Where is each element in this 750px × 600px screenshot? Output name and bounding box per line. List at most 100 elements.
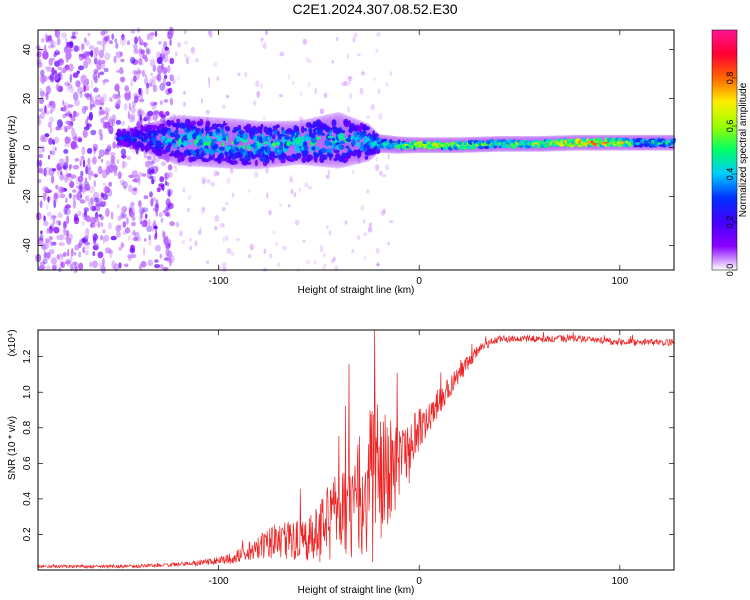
spectrogram-cell	[210, 142, 217, 146]
spectrogram-cell	[124, 85, 130, 92]
spectrogram-cell	[206, 260, 210, 264]
spectrogram-cell	[64, 136, 71, 144]
spectrogram-cell	[110, 235, 117, 241]
spectrogram-cell	[122, 213, 127, 219]
spectrogram-cell	[40, 134, 46, 143]
spectrogram-cell	[108, 222, 112, 230]
spectrogram-cell	[162, 67, 168, 75]
spectrogram-cell	[74, 99, 80, 107]
spectrogram-cell	[292, 80, 295, 85]
spectrogram-cell	[143, 151, 148, 159]
spectrogram-cell	[304, 136, 310, 141]
spectrogram-cell	[102, 44, 105, 52]
spectrogram-cell	[373, 133, 379, 138]
spectrogram-cell	[44, 105, 47, 114]
spectrogram-cell	[38, 240, 44, 247]
y-tick-label: 40	[22, 44, 33, 56]
spectrogram-cell	[72, 164, 80, 170]
y-tick-label: 0.6	[22, 456, 33, 470]
spectrogram-cell	[177, 156, 182, 163]
spectrogram-cell	[53, 72, 60, 81]
spectrogram-cell	[329, 131, 332, 137]
spectrogram-cell	[120, 76, 126, 83]
spectrogram-cell	[166, 81, 170, 85]
spectrogram-cell	[80, 170, 84, 177]
spectrogram-cell	[204, 158, 210, 163]
spectrogram-cell	[304, 182, 309, 188]
spectrogram-cell	[314, 152, 320, 158]
spectrogram-cell	[298, 187, 301, 192]
spectrogram-cell	[104, 106, 109, 116]
spectrogram-cell	[70, 39, 74, 49]
spectrogram-cell	[361, 131, 367, 134]
spectrogram-cell	[100, 235, 103, 241]
spectrogram-cell	[94, 75, 98, 84]
spectrogram-cell	[102, 201, 107, 206]
spectrogram-cell	[354, 32, 358, 38]
spectrogram-cell	[64, 236, 68, 240]
spectrogram-cell	[48, 58, 53, 66]
spectrogram-cell	[88, 111, 93, 121]
spectrogram-cell	[55, 49, 59, 54]
spectrogram-cell	[166, 119, 172, 126]
spectrogram-cell	[360, 205, 365, 211]
spectrogram-cell	[215, 128, 221, 133]
spectrogram-cell	[58, 221, 61, 226]
spectrogram-cell	[375, 48, 379, 54]
spectrogram-cell	[104, 247, 112, 254]
spectrogram-cell	[543, 143, 549, 148]
spectrogram-cell	[141, 222, 146, 228]
spectrogram-cell	[262, 116, 267, 120]
spectrogram-cell	[121, 70, 125, 75]
spectrogram-cell	[190, 156, 197, 162]
spectrogram-cell	[65, 155, 69, 164]
spectrogram-cell	[120, 148, 127, 156]
spectrogram-cell	[335, 36, 339, 42]
spectrogram-cell	[63, 149, 69, 154]
spectrogram-cell	[248, 189, 251, 193]
spectrogram-cell	[208, 81, 211, 89]
x-tick-label: -100	[209, 276, 229, 287]
spectrogram-cell	[348, 75, 352, 79]
spectrogram-cell	[70, 116, 76, 122]
spectrogram-cell	[57, 72, 62, 77]
spectrogram-cell	[124, 227, 131, 234]
spectrogram-cell	[167, 164, 173, 171]
spectrogram-cell	[85, 163, 91, 170]
spectrogram-cell	[51, 150, 56, 156]
spectrogram-cell	[160, 118, 163, 124]
spectrogram-cell	[306, 56, 309, 63]
spectrogram-cell	[176, 146, 180, 150]
spectrogram-cell	[65, 208, 71, 216]
spectrogram-cell	[48, 225, 54, 234]
y-tick-label: -40	[22, 238, 33, 253]
spectrogram-cell	[363, 126, 371, 131]
spectrogram-cell	[221, 222, 225, 228]
spectrogram-cell	[64, 81, 71, 86]
spectrogram-cell	[330, 259, 335, 264]
spectrogram-cell	[163, 257, 170, 261]
spectrogram-cell	[140, 211, 143, 220]
spectrogram-cell	[134, 138, 137, 143]
spectrogram-cell	[48, 35, 52, 42]
spectrogram-cell	[37, 118, 42, 126]
spectrogram-cell	[136, 235, 142, 242]
spectrogram-cell	[81, 146, 86, 156]
spectrogram-cell	[45, 237, 50, 243]
spectrogram-cell	[200, 207, 205, 215]
spectrogram-cell	[378, 112, 383, 120]
spectrogram-cell	[183, 29, 187, 35]
spectrogram-cell	[373, 77, 376, 81]
spectrogram-cell	[53, 136, 60, 144]
spectrogram-cell	[322, 154, 328, 160]
spectrogram-cell	[263, 248, 267, 254]
spectrogram-cell	[385, 164, 390, 171]
spectrogram-cell	[143, 247, 146, 256]
spectrogram-cell	[60, 261, 65, 269]
spectrogram-cell	[58, 186, 65, 194]
spectrogram-cell	[362, 256, 367, 261]
spectrogram-cell	[343, 80, 349, 87]
spectrogram-cell	[49, 73, 55, 83]
spectrogram-cell	[134, 174, 141, 183]
spectrogram-cell	[225, 201, 229, 206]
